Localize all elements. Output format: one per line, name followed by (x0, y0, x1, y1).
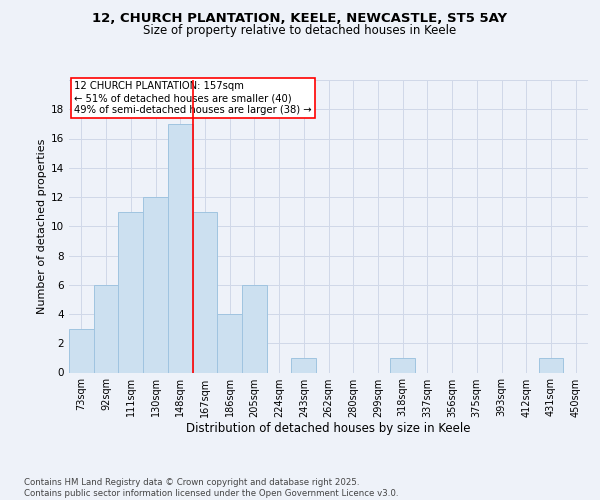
Bar (539, 358, 563, 372)
Bar (143, 197, 168, 372)
Text: 12, CHURCH PLANTATION, KEELE, NEWCASTLE, ST5 5AY: 12, CHURCH PLANTATION, KEELE, NEWCASTLE,… (92, 12, 508, 26)
Bar (292, 358, 316, 372)
Text: Size of property relative to detached houses in Keele: Size of property relative to detached ho… (143, 24, 457, 37)
Bar (69, 328, 94, 372)
X-axis label: Distribution of detached houses by size in Keele: Distribution of detached houses by size … (186, 422, 471, 436)
Bar (242, 285, 267, 372)
Bar (168, 124, 193, 372)
Bar (94, 285, 118, 372)
Bar (217, 314, 242, 372)
Bar (390, 358, 415, 372)
Text: Contains HM Land Registry data © Crown copyright and database right 2025.
Contai: Contains HM Land Registry data © Crown c… (24, 478, 398, 498)
Bar (193, 212, 217, 372)
Bar (118, 212, 143, 372)
Y-axis label: Number of detached properties: Number of detached properties (37, 138, 47, 314)
Text: 12 CHURCH PLANTATION: 157sqm
← 51% of detached houses are smaller (40)
49% of se: 12 CHURCH PLANTATION: 157sqm ← 51% of de… (74, 82, 312, 114)
